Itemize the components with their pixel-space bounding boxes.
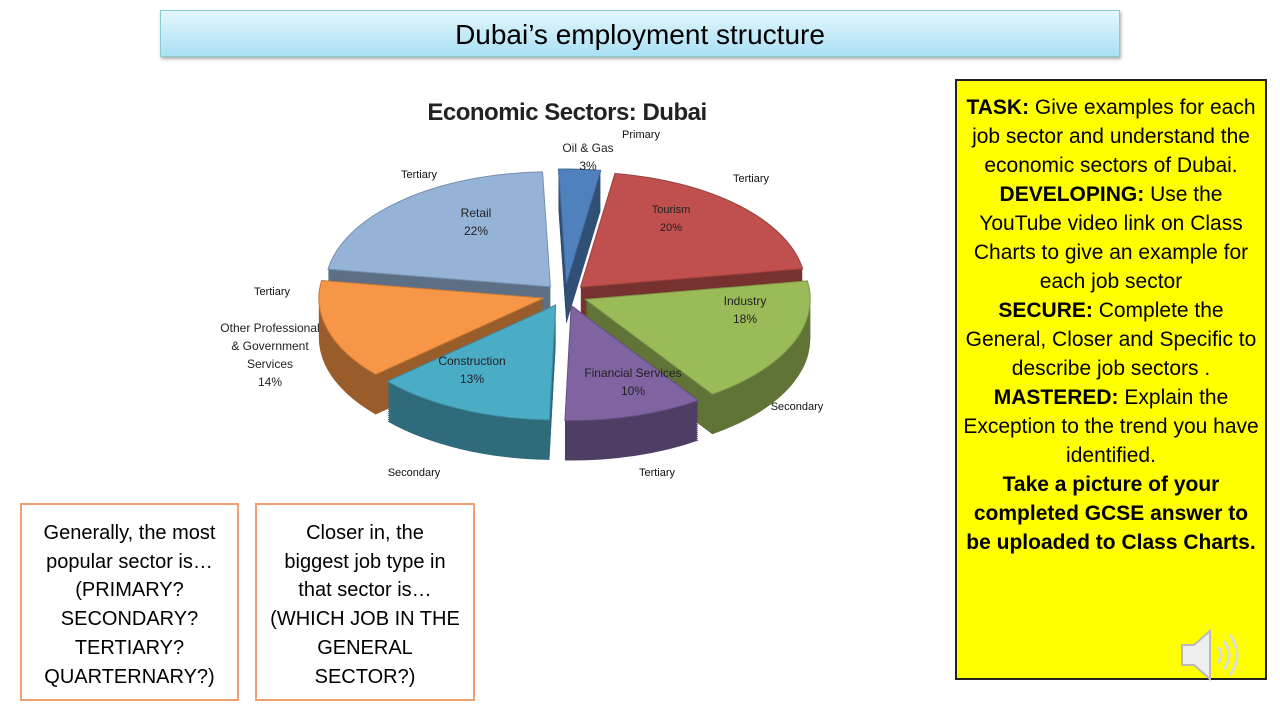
sector-annotation: Tertiary xyxy=(638,467,676,479)
pie-slice xyxy=(327,171,551,288)
task-text: Explain the Exception to the trend you h… xyxy=(963,386,1259,467)
task-item: TASK: Give examples for each job sector … xyxy=(963,93,1259,180)
sector-annotation: Primary xyxy=(622,129,660,141)
pie-slice xyxy=(557,168,602,285)
category-name: Financial Services xyxy=(584,366,682,380)
pie-slice xyxy=(564,304,700,422)
value-label: 22% xyxy=(463,224,489,238)
prompt-line: biggest job type in xyxy=(284,550,446,573)
task-label: DEVELOPING: xyxy=(999,183,1145,206)
sector-annotation: Tertiary xyxy=(400,169,438,181)
value-label: 14% xyxy=(257,375,283,389)
value-label: 20% xyxy=(659,222,683,234)
slice-label: Other Professional & Government Services… xyxy=(220,319,320,391)
task-text: Give examples for each job sector and un… xyxy=(972,96,1256,177)
prompt-line: QUARTERNARY?) xyxy=(44,665,215,688)
sector-annotation: Secondary xyxy=(770,401,824,413)
category-name: Industry xyxy=(723,294,767,308)
audio-icon[interactable] xyxy=(1178,625,1254,685)
prompt-box: Generally, the most popular sector is… (PR… xyxy=(20,503,239,701)
category-name: Oil & Gas xyxy=(562,141,614,155)
task-label: MASTERED: xyxy=(993,386,1119,409)
sector-annotation: Secondary xyxy=(387,467,441,479)
task-text: Complete the General, Closer and Specifi… xyxy=(965,299,1257,380)
slide-title: Dubai’s employment structure xyxy=(160,10,1120,57)
prompt-line: TERTIARY? xyxy=(74,636,185,659)
category-name: Retail xyxy=(460,206,492,220)
slice-label: Construction 13% xyxy=(422,352,522,388)
prompt-line: that sector is… xyxy=(298,579,432,602)
task-label: TASK: xyxy=(966,96,1030,119)
pie-slice xyxy=(386,304,557,421)
value-label: 18% xyxy=(732,312,758,326)
prompt-line: SECONDARY? xyxy=(60,608,199,631)
value-label: 13% xyxy=(459,372,485,386)
pie-slice xyxy=(579,173,804,288)
slice-label: Retail 22% xyxy=(446,204,506,240)
value-label: 3% xyxy=(579,159,597,173)
task-closing: Take a picture of your completed GCSE an… xyxy=(966,473,1256,554)
task-box: TASK: Give examples for each job sector … xyxy=(955,79,1267,680)
slice-label: Financial Services 10% xyxy=(568,364,698,400)
prompt-line: (PRIMARY? xyxy=(75,579,184,602)
slice-label: Tourism 20% xyxy=(636,201,706,237)
prompt-line: (WHICH JOB IN THE xyxy=(270,608,460,631)
task-label: SECURE: xyxy=(998,299,1093,322)
chart-title: Economic Sectors: Dubai xyxy=(427,99,707,126)
category-name: Tourism xyxy=(651,204,691,216)
pie-slice xyxy=(583,280,811,395)
sector-annotation: Tertiary xyxy=(732,173,770,185)
sector-annotation: Tertiary xyxy=(253,286,291,298)
slice-label: Industry 18% xyxy=(710,292,780,328)
prompt-line: Closer in, the xyxy=(306,522,424,544)
prompt-line: GENERAL xyxy=(317,636,413,659)
category-name: Other Professional & Government Services xyxy=(220,321,320,371)
task-item: MASTERED: Explain the Exception to the t… xyxy=(963,383,1259,470)
slice-label: Oil & Gas 3% xyxy=(558,139,618,175)
prompt-line: popular sector is… xyxy=(46,550,213,573)
task-text: Use the YouTube video link on Class Char… xyxy=(973,183,1249,293)
prompt-line: Generally, the most xyxy=(43,522,216,544)
pie-slice xyxy=(318,279,545,376)
category-name: Construction xyxy=(438,354,506,368)
value-label: 10% xyxy=(620,384,646,398)
task-item: DEVELOPING: Use the YouTube video link o… xyxy=(963,180,1259,296)
task-item: SECURE: Complete the General, Closer and… xyxy=(963,296,1259,383)
prompt-line: SECTOR?) xyxy=(314,665,416,688)
prompt-box: Closer in, the biggest job type in that se… xyxy=(255,503,475,701)
